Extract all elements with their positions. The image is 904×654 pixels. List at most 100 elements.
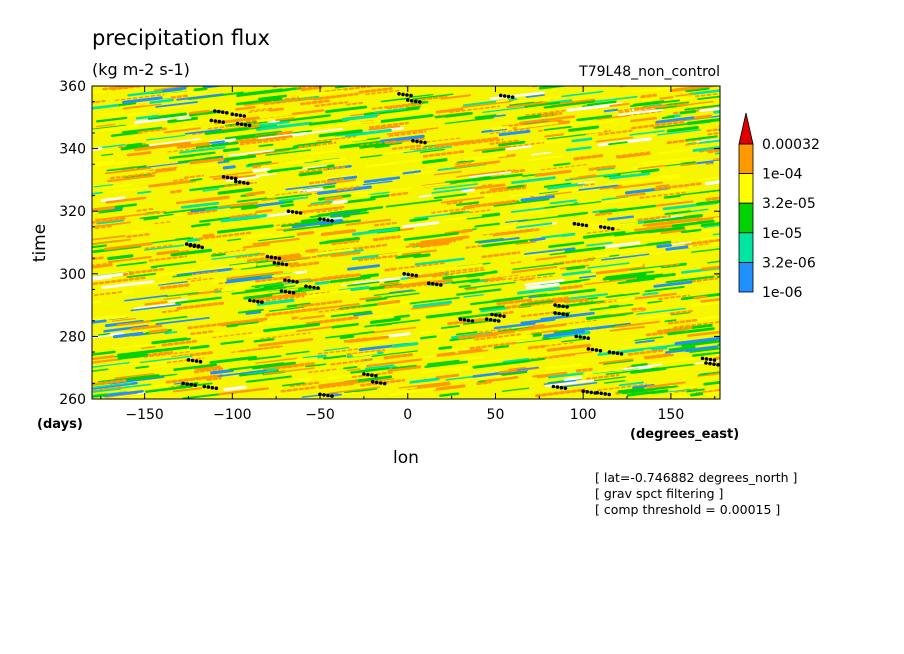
threshold-marker [582,335,586,340]
field-streak [176,93,224,101]
field-streak [680,227,720,235]
field-streak [314,101,349,108]
field-streak [344,388,378,394]
field-streak [217,187,253,195]
threshold-marker [242,114,247,118]
field-streak [365,89,401,96]
threshold-marker [712,362,716,367]
threshold-marker [598,225,603,229]
field-streak [236,89,290,98]
field-streak [621,385,679,395]
field-streak [193,366,212,370]
threshold-marker [553,303,557,307]
field-streak [139,355,193,364]
field-streak [318,129,363,138]
field-streak [698,176,720,181]
field-streak [689,392,704,397]
field-streak [231,286,287,295]
field-streak [328,386,381,394]
plot-frame [91,85,721,400]
field-streak [530,329,559,335]
field-streak [186,238,201,243]
field-streak [296,231,315,236]
threshold-marker [318,217,322,221]
field-streak [265,149,312,156]
field-streak [691,248,720,253]
field-streak [106,165,147,172]
field-streak [605,270,655,279]
field-streak [474,114,497,120]
field-streak [92,129,95,133]
field-streak [540,111,563,117]
field-streak [234,105,256,111]
field-streak [548,330,591,339]
field-streak [217,387,269,396]
x-tick-label: −100 [213,407,251,423]
field-streak [474,222,500,228]
field-streak [626,109,664,117]
field-streak [643,216,687,224]
field-streak [320,229,356,236]
field-streak [237,308,264,314]
field-streak [318,305,363,313]
field-streak [505,219,528,223]
field-streak [187,321,236,330]
field-streak [365,158,422,168]
field-streak [703,381,720,386]
field-streak [615,320,660,328]
field-streak [319,237,361,245]
field-streak [359,295,382,301]
threshold-marker [704,361,708,365]
threshold-marker [418,100,422,104]
field-streak [370,194,390,199]
field-streak [255,201,284,208]
field-streak [473,145,512,152]
field-streak [498,129,531,137]
threshold-marker [557,303,561,308]
field-streak [628,267,662,274]
field-streak [722,185,734,186]
field-streak [575,184,619,192]
field-streak [218,201,259,209]
field-streak [506,238,535,243]
field-streak [164,331,178,335]
field-streak [350,367,390,374]
x-tick-label: 50 [487,407,505,423]
field-streak [348,137,367,142]
field-streak [688,92,719,98]
threshold-marker [295,280,299,284]
field-streak [327,370,383,380]
field-streak [391,342,419,348]
field-streak [224,274,274,284]
field-streak [276,256,311,263]
field-streak [189,157,225,165]
field-streak [700,222,720,228]
threshold-marker [572,221,577,226]
field-streak [587,262,630,269]
field-streak [533,98,551,103]
field-streak [144,244,185,251]
field-streak [140,345,190,355]
field-streak [654,182,704,191]
field-streak [679,110,697,115]
threshold-marker [243,123,248,127]
field-streak [599,204,657,214]
field-streak [612,181,663,190]
field-streak [598,129,633,136]
field-streak [259,295,305,303]
field-streak [258,94,288,101]
field-streak [366,358,422,368]
field-streak [283,224,333,232]
field-streak [557,304,610,313]
threshold-marker [370,373,374,378]
field-streak [724,381,744,383]
field-streak [384,292,420,299]
field-streak [324,179,356,185]
field-streak [223,174,256,180]
note-filtering: [ grav spct filtering ] [595,486,723,501]
field-streak [114,93,165,102]
field-streak [527,296,570,304]
field-streak [435,373,460,379]
field-streak [344,197,376,204]
